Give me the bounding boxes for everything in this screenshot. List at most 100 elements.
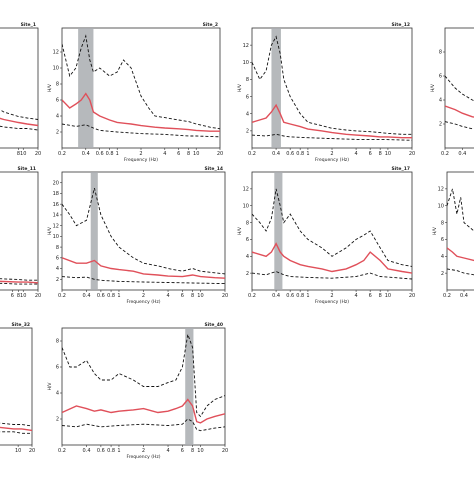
mean-hv-curve	[62, 257, 225, 279]
y-tick-label: 10	[53, 234, 59, 240]
y-tick-label: 2	[439, 122, 442, 128]
panel-title: Site_1	[21, 22, 36, 28]
hv-panel: 0.2 0.4 2 4 6 8 10 12 H/V	[432, 171, 474, 299]
plot-frame	[0, 171, 39, 291]
x-tick-label: 0.6	[286, 293, 294, 299]
x-tick-label: 6	[369, 293, 372, 299]
upper-std-curve	[0, 109, 38, 120]
x-tick-label: 0.6	[96, 151, 104, 157]
y-tick-label: 6	[246, 237, 249, 243]
y-tick-label: 12	[243, 43, 249, 49]
y-tick-label: 6	[439, 74, 442, 80]
x-tick-label: 0.2	[58, 448, 66, 454]
y-tick-label: 8	[246, 220, 249, 226]
plot-frame	[0, 327, 33, 446]
y-tick-label: 2	[246, 129, 249, 135]
x-tick-label: 0.2	[58, 151, 66, 157]
x-tick-label: 20	[35, 293, 41, 299]
x-tick-label: 1	[116, 151, 119, 157]
x-tick-label: 0.4	[83, 448, 91, 454]
y-tick-label: 10	[243, 60, 249, 66]
x-tick-label: 8	[191, 448, 194, 454]
peak-frequency-band	[90, 172, 98, 290]
peak-frequency-band	[274, 172, 283, 290]
x-tick-label: 0.8	[107, 293, 115, 299]
mean-hv-curve	[447, 247, 474, 262]
upper-std-curve	[62, 34, 220, 130]
y-tick-label: 6	[56, 98, 59, 104]
x-axis-label: Frequency (Hz)	[127, 299, 161, 305]
y-tick-label: 6	[56, 365, 59, 371]
y-axis-label: H/V	[237, 83, 243, 92]
x-tick-label: 0.8	[296, 151, 304, 157]
y-tick-label: 6	[441, 237, 444, 243]
plot-frame	[446, 171, 474, 291]
lower-std-curve	[447, 268, 474, 276]
x-tick-label: 10	[193, 151, 199, 157]
upper-std-curve	[0, 422, 32, 427]
y-tick-label: 2	[56, 277, 59, 283]
lower-std-curve	[252, 133, 412, 141]
hv-panel: 0.2 0.4 0.6 0.8 1 2 4 6 8 10 2024681012Site_12Freq…	[237, 22, 415, 163]
x-tick-label: 2	[330, 151, 333, 157]
upper-std-curve	[252, 188, 412, 267]
x-tick-label: 8	[17, 151, 20, 157]
y-axis-label: H/V	[47, 226, 53, 235]
lower-std-curve	[62, 418, 225, 432]
upper-std-curve	[62, 332, 225, 418]
y-tick-label: 2	[56, 417, 59, 423]
y-tick-label: 12	[438, 187, 444, 193]
panel-title: Site_11	[18, 166, 37, 172]
y-axis-label: H/V	[237, 226, 243, 235]
x-tick-label: 10	[197, 448, 203, 454]
x-tick-label: 4	[354, 151, 357, 157]
x-tick-label: 0.6	[286, 151, 294, 157]
x-tick-label: 4	[166, 448, 169, 454]
y-tick-label: 18	[53, 191, 59, 197]
x-tick-label: 0.8	[107, 448, 115, 454]
x-tick-label: 20	[409, 293, 415, 299]
x-tick-label: 0.6	[97, 293, 105, 299]
peak-frequency-band	[185, 328, 194, 445]
x-tick-label: 1	[306, 151, 309, 157]
x-tick-label: 0.2	[248, 293, 256, 299]
x-tick-label: 6	[369, 151, 372, 157]
x-axis-label: Frequency (Hz)	[124, 157, 158, 163]
y-tick-label: 8	[441, 220, 444, 226]
y-tick-label: 14	[53, 213, 59, 219]
x-tick-label: 20	[222, 293, 228, 299]
x-tick-label: 0.2	[441, 151, 449, 157]
x-tick-label: 2	[330, 293, 333, 299]
lower-std-curve	[0, 431, 32, 434]
y-axis-label: H/V	[47, 382, 53, 391]
mean-hv-curve	[0, 280, 38, 284]
y-tick-label: 20	[53, 180, 59, 186]
y-tick-label: 12	[243, 187, 249, 193]
x-axis-label: Frequency (Hz)	[127, 454, 161, 460]
peak-frequency-band	[78, 28, 94, 148]
mean-hv-curve	[445, 105, 474, 118]
x-tick-label: 0.4	[272, 151, 280, 157]
x-tick-label: 10	[20, 293, 26, 299]
x-axis-label: Frequency (Hz)	[315, 157, 349, 163]
y-tick-label: 8	[56, 245, 59, 251]
x-tick-label: 8	[17, 293, 20, 299]
panel-title: Site_40	[205, 322, 224, 328]
hv-panel: 10 20 Site_32	[0, 322, 35, 454]
x-tick-label: 8	[379, 151, 382, 157]
hv-panel: 0.2 0.4 0.6 0.8 1 2 4 6 8 10 2024681012Site_2Frequ…	[47, 22, 223, 163]
x-tick-label: 10	[197, 293, 203, 299]
panel-title: Site_32	[12, 322, 31, 328]
x-tick-label: 6	[181, 448, 184, 454]
mean-hv-curve	[0, 117, 38, 127]
y-axis-label: H/V	[430, 83, 436, 92]
y-tick-label: 8	[439, 50, 442, 56]
x-tick-label: 0.8	[296, 293, 304, 299]
x-tick-label: 8	[379, 293, 382, 299]
lower-std-curve	[445, 121, 474, 130]
x-tick-label: 4	[354, 293, 357, 299]
x-tick-label: 0.4	[458, 151, 466, 157]
y-tick-label: 12	[53, 50, 59, 56]
y-tick-label: 4	[56, 266, 59, 272]
